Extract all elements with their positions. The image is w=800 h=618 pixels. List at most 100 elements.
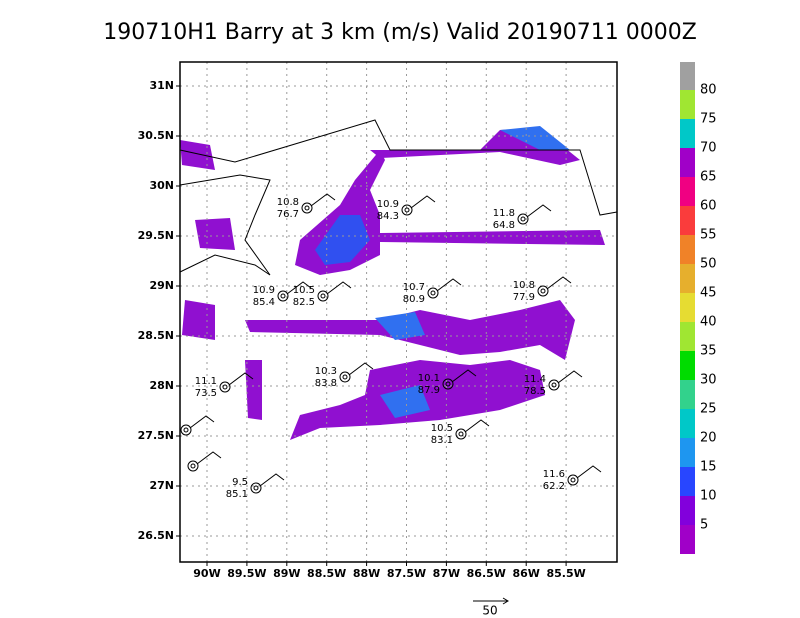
map-frame	[179, 61, 618, 563]
colorbar-label: 75	[700, 112, 717, 127]
lat-label: 30N	[149, 179, 174, 192]
station-ring	[339, 371, 351, 383]
station-label: 64.8	[493, 220, 515, 231]
station-dot	[430, 290, 436, 296]
station-dot	[183, 427, 189, 433]
station-dot	[320, 293, 326, 299]
wind-barb	[326, 281, 352, 295]
station-label: 83.8	[315, 378, 337, 389]
stations: 10.876.710.984.3 11.864.810.985.410.582.5…	[180, 193, 602, 500]
grid	[180, 62, 617, 562]
station-ring	[317, 290, 329, 302]
station-label: 62.2	[543, 481, 565, 492]
colorbar-label: 55	[700, 228, 717, 243]
station-ring	[548, 379, 560, 391]
station-label: 83.1	[431, 435, 453, 446]
colorbar-segment	[680, 264, 695, 293]
station-ring	[187, 460, 199, 472]
colorbar: 80 75 70 65 60 55 50 45 40 35 30 25 20 15 10 5	[680, 62, 717, 554]
colorbar-segment	[680, 525, 695, 554]
colorbar-segment	[680, 351, 695, 380]
station-label: 80.9	[403, 294, 425, 305]
wind-barb	[189, 415, 215, 429]
colorbar-segment	[680, 293, 695, 322]
wind-barb	[348, 362, 374, 376]
colorbar-label: 30	[700, 373, 717, 388]
colorbar-label: 50	[700, 257, 717, 272]
colorbar-segment	[680, 409, 695, 438]
station-ring	[517, 213, 529, 225]
station-label: 85.4	[253, 297, 275, 308]
station-ring	[427, 287, 439, 299]
colorbar-segment	[680, 467, 695, 496]
lon-label: 87.5W	[387, 567, 426, 580]
station-label: 76.7	[277, 209, 299, 220]
station-ring	[250, 482, 262, 494]
station-label: 10.5	[431, 423, 453, 434]
colorbar-segment	[680, 148, 695, 177]
lat-label: 30.5N	[138, 129, 174, 142]
lat-label: 29N	[149, 279, 174, 292]
lat-label: 28N	[149, 379, 174, 392]
station-ring	[219, 381, 231, 393]
station-label: 11.4	[524, 374, 546, 385]
station-dot	[551, 382, 557, 388]
station-label: 9.5	[232, 477, 248, 488]
colorbar-segment	[680, 438, 695, 467]
axes: 31N 30.5N 30N 29.5N 29N 28.5N 28N 27.5N 27N 26.5N…	[138, 79, 586, 580]
station-label: 11.6	[543, 469, 565, 480]
wind-barb	[464, 419, 490, 433]
lon-label: 89.5W	[227, 567, 266, 580]
station-dot	[342, 374, 348, 380]
station-label: 10.7	[403, 282, 425, 293]
lon-label: 88W	[353, 567, 380, 580]
colorbar-label: 10	[700, 489, 717, 504]
station-label: 10.1	[418, 373, 440, 384]
colorbar-label: 15	[700, 460, 717, 475]
colorbar-label: 20	[700, 431, 717, 446]
wind-barb	[259, 473, 285, 487]
lon-label: 86.5W	[467, 567, 506, 580]
station-label: 73.5	[195, 388, 217, 399]
wind-field	[180, 126, 605, 440]
lon-label: 89W	[273, 567, 300, 580]
station-label: 11.1	[195, 376, 217, 387]
lat-label: 26.5N	[138, 529, 174, 542]
station-dot	[404, 207, 410, 213]
colorbar-segment	[680, 380, 695, 409]
wind-barb	[228, 372, 254, 386]
lon-label: 88.5W	[307, 567, 346, 580]
colorbar-segment	[680, 206, 695, 235]
colorbar-label: 65	[700, 170, 717, 185]
colorbar-segment	[680, 496, 695, 525]
station-ring	[567, 474, 579, 486]
station-label: 10.8	[277, 197, 299, 208]
station-ring	[301, 202, 313, 214]
station-label: 85.1	[226, 489, 248, 500]
station-dot	[304, 205, 310, 211]
colorbar-label: 80	[700, 83, 717, 98]
colorbar-segment	[680, 90, 695, 119]
scale-label: 50	[482, 604, 497, 618]
lat-label: 31N	[149, 79, 174, 92]
wind-barb	[576, 465, 602, 479]
wind-barb	[526, 204, 552, 218]
lon-label: 86W	[512, 567, 539, 580]
station-label: 87.9	[418, 385, 440, 396]
lat-label: 28.5N	[138, 329, 174, 342]
colorbar-label: 35	[700, 344, 717, 359]
lat-label: 29.5N	[138, 229, 174, 242]
colorbar-label: 40	[700, 315, 717, 330]
colorbar-label: 5	[700, 518, 708, 533]
colorbar-label: 25	[700, 402, 717, 417]
wind-barb	[196, 451, 222, 465]
station-label: 82.5	[293, 297, 315, 308]
station-label: 10.3	[315, 366, 337, 377]
wind-barb	[546, 276, 572, 290]
colorbar-segment	[680, 62, 695, 90]
colorbar-segment	[680, 322, 695, 351]
station-label: 77.9	[513, 292, 535, 303]
colorbar-label: 70	[700, 141, 717, 156]
